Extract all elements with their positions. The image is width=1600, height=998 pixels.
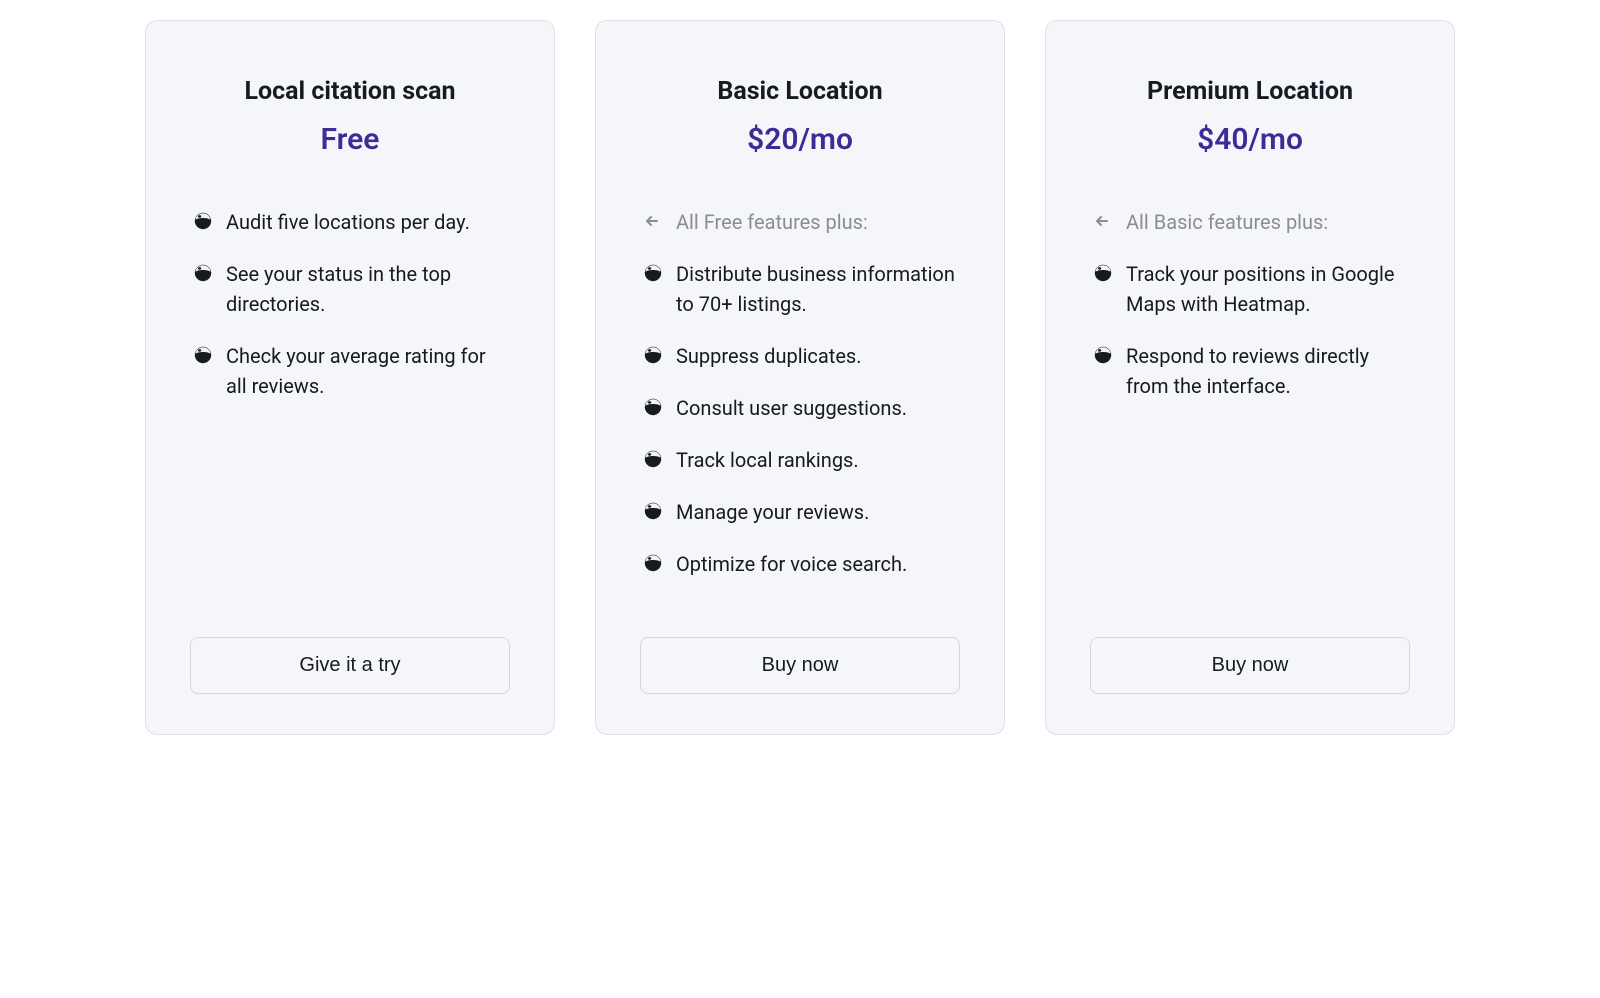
feature-item: Distribute business information to 70+ l… [644,259,960,319]
globe-icon [1094,346,1112,364]
feature-item: Consult user suggestions. [644,393,960,423]
feature-text: Optimize for voice search. [676,549,960,579]
feature-item: Suppress duplicates. [644,341,960,371]
feature-text: Audit five locations per day. [226,207,510,237]
arrow-left-icon [644,212,662,230]
globe-icon [644,502,662,520]
feature-list: All Free features plus: Distribute busin… [640,207,960,601]
feature-item: Optimize for voice search. [644,549,960,579]
plan-title: Local citation scan [190,77,510,106]
feature-text: Track local rankings. [676,445,960,475]
plan-title: Basic Location [640,77,960,106]
feature-item: Manage your reviews. [644,497,960,527]
plan-card-premium: Premium Location $40/mo All Basic feature… [1045,20,1455,735]
feature-text: Consult user suggestions. [676,393,960,423]
globe-icon [194,264,212,282]
feature-item: Audit five locations per day. [194,207,510,237]
try-button[interactable]: Give it a try [190,637,510,694]
buy-now-button[interactable]: Buy now [640,637,960,694]
buy-now-button[interactable]: Buy now [1090,637,1410,694]
globe-icon [194,346,212,364]
pricing-container: Local citation scan Free Audit five locat… [20,20,1580,735]
feature-inherit: All Basic features plus: [1094,207,1410,237]
globe-icon [644,346,662,364]
feature-inherit: All Free features plus: [644,207,960,237]
plan-price: $40/mo [1090,122,1410,157]
feature-item: Check your average rating for all review… [194,341,510,401]
feature-item: Track local rankings. [644,445,960,475]
globe-icon [194,212,212,230]
plan-card-basic: Basic Location $20/mo All Free features p… [595,20,1005,735]
plan-price: $20/mo [640,122,960,157]
plan-card-free: Local citation scan Free Audit five locat… [145,20,555,735]
globe-icon [644,450,662,468]
feature-list: All Basic features plus: Track your posi… [1090,207,1410,601]
globe-icon [644,398,662,416]
globe-icon [644,264,662,282]
feature-text: Distribute business information to 70+ l… [676,259,960,319]
feature-item: Track your positions in Google Maps with… [1094,259,1410,319]
arrow-left-icon [1094,212,1112,230]
feature-text: All Basic features plus: [1126,207,1410,237]
feature-text: See your status in the top directories. [226,259,510,319]
feature-list: Audit five locations per day. See your s… [190,207,510,601]
feature-text: All Free features plus: [676,207,960,237]
globe-icon [1094,264,1112,282]
feature-text: Suppress duplicates. [676,341,960,371]
feature-text: Manage your reviews. [676,497,960,527]
globe-icon [644,554,662,572]
feature-item: Respond to reviews directly from the int… [1094,341,1410,401]
feature-text: Track your positions in Google Maps with… [1126,259,1410,319]
feature-text: Check your average rating for all review… [226,341,510,401]
feature-text: Respond to reviews directly from the int… [1126,341,1410,401]
feature-item: See your status in the top directories. [194,259,510,319]
plan-title: Premium Location [1090,77,1410,106]
plan-price: Free [190,122,510,157]
